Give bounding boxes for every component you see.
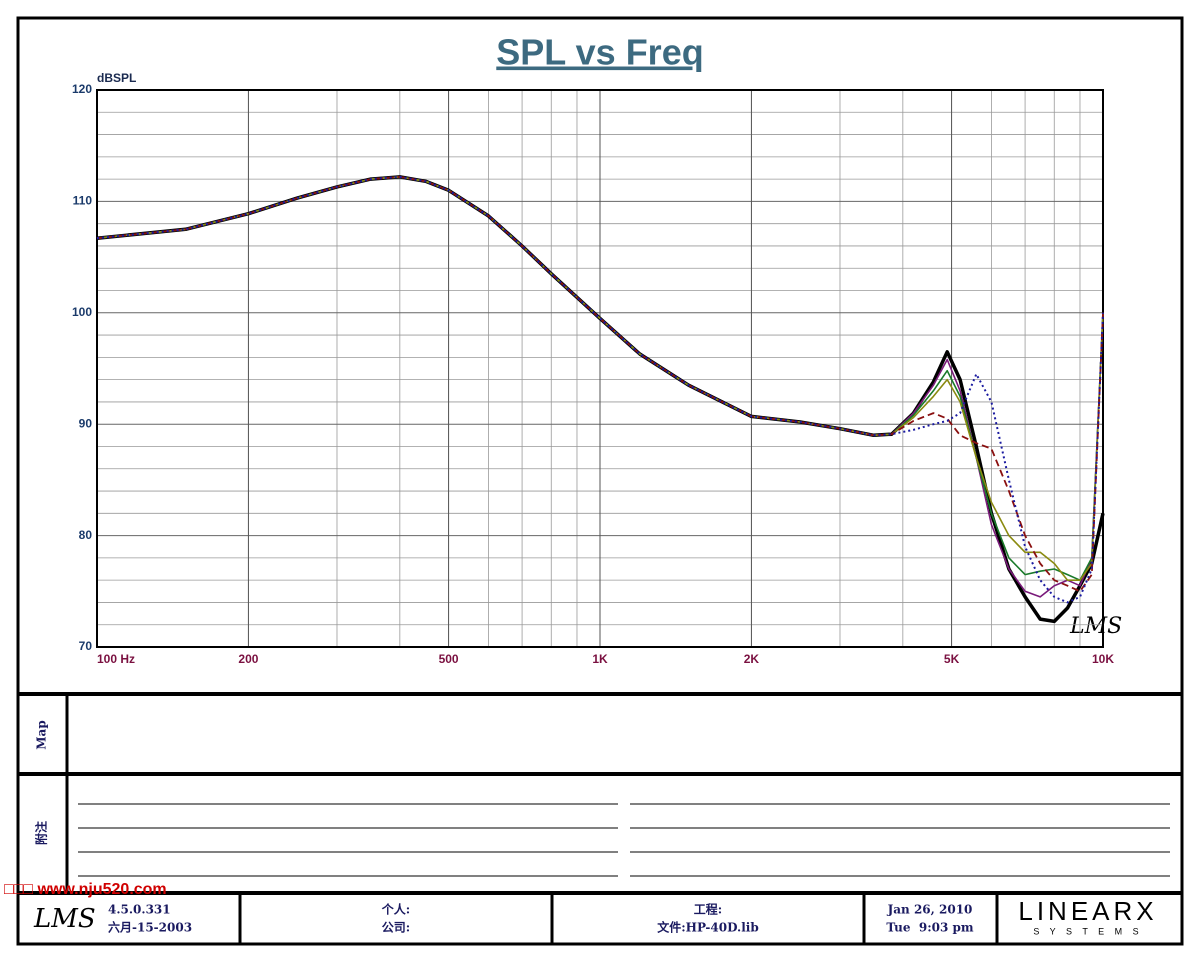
y-axis-label: dBSPL bbox=[97, 71, 136, 85]
y-tick-label: 110 bbox=[73, 194, 93, 208]
build-date: 六月-15-2003 bbox=[108, 920, 192, 935]
y-tick-label: 90 bbox=[79, 416, 93, 430]
chart-watermark: LMS bbox=[1069, 614, 1122, 639]
map-label: Map bbox=[35, 720, 49, 749]
notes-label: 附注 bbox=[34, 821, 49, 845]
plot-border bbox=[96, 89, 1104, 648]
company: 公司: bbox=[382, 921, 410, 935]
x-tick-label: 10K bbox=[1092, 652, 1114, 666]
plot bbox=[96, 89, 1105, 648]
person: 个人: bbox=[381, 902, 410, 917]
x-tick-label: 100 Hz bbox=[97, 652, 135, 666]
note-lines bbox=[78, 803, 1170, 877]
y-tick-label: 70 bbox=[79, 639, 93, 653]
y-tick-label: 120 bbox=[72, 82, 92, 96]
x-tick-label: 2K bbox=[744, 652, 760, 666]
brand: LINEARX bbox=[1018, 896, 1157, 926]
file: 文件:HP-40D.lib bbox=[657, 920, 758, 935]
x-tick-label: 5K bbox=[944, 652, 960, 666]
brand-sub: S Y S T E M S bbox=[1033, 926, 1142, 936]
run-time: Tue 9:03 pm bbox=[886, 921, 974, 935]
project: 工程: bbox=[694, 902, 722, 917]
chart-title: SPL vs Freq bbox=[496, 32, 703, 73]
series-line bbox=[96, 175, 1104, 604]
x-tick-label: 200 bbox=[238, 652, 258, 666]
x-tick-label: 500 bbox=[439, 652, 459, 666]
y-tick-label: 100 bbox=[72, 305, 92, 319]
version: 4.5.0.331 bbox=[108, 903, 171, 917]
run-date: Jan 26, 2010 bbox=[887, 903, 973, 917]
x-tick-label: 1K bbox=[592, 652, 608, 666]
frame bbox=[16, 16, 1184, 946]
site-watermark: □□□ www.nju520.com bbox=[4, 881, 167, 898]
footer-logo: LMS bbox=[33, 904, 96, 934]
y-tick-label: 80 bbox=[79, 528, 93, 542]
